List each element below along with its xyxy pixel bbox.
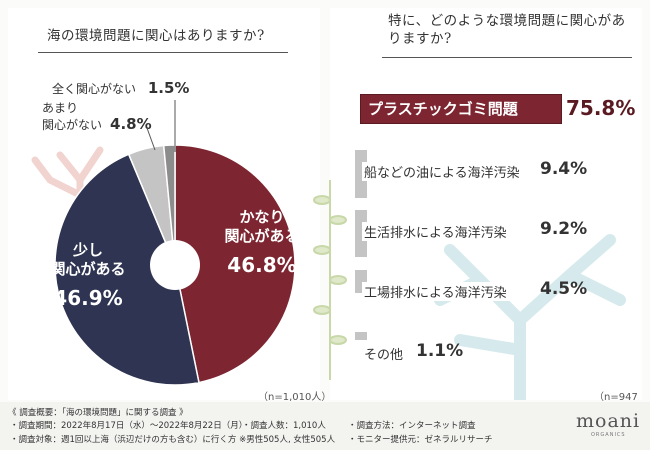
footer-heading: 《 調査概要：「海の環境問題」に関する調査 》	[8, 408, 188, 418]
bar-label-household-drainage: 生活排水による海洋汚染	[362, 222, 509, 241]
slice-label-somewhat-interested: 少し関心がある	[50, 241, 125, 278]
bar-title-rule	[382, 57, 632, 58]
bar-label-other: その他	[362, 344, 406, 363]
slice-value-none: 1.5%	[147, 79, 190, 97]
footer-period: ・調査期間：2022年8月17日（水）〜2022年8月22日（月）	[10, 421, 248, 431]
bar-value-household-drainage: 9.2%	[540, 219, 588, 239]
leader-lines	[146, 100, 176, 152]
footer-method: ・調査方法：インターネット調査	[348, 421, 476, 431]
right-panel	[330, 8, 642, 400]
bar-label-plastic: プラスチックゴミ問題	[368, 100, 518, 118]
pie-title-rule	[38, 52, 288, 53]
bar-label-oil: 船などの油による海洋汚染	[362, 162, 522, 181]
slice-value-somewhat-interested: 46.9%	[53, 286, 122, 310]
bar-household-drainage	[355, 210, 367, 257]
pie-chart-title: 海の環境問題に関心はありますか?	[47, 28, 265, 44]
footer-target: ・調査対象：週1回以上海（浜辺だけの方も含む）に行く方 ※男性505人, 女性5…	[10, 435, 336, 445]
slice-somewhat-interested	[54, 153, 200, 386]
moani-logo-sub: ORGANICS	[591, 432, 626, 438]
slice-label-very-interested: かなり関心がある	[224, 208, 299, 245]
pie-sample-size: （n=1,010人）	[258, 392, 332, 403]
bar-label-factory-drainage: 工場排水による海洋汚染	[362, 282, 509, 301]
bar-value-other: 1.1%	[416, 341, 464, 361]
seaweed-decoration	[313, 180, 347, 380]
bar-value-oil: 9.4%	[540, 159, 588, 179]
slice-very-interested	[174, 144, 296, 384]
pie-chart: かなり関心がある 46.8% 少し関心がある 46.9%	[50, 144, 299, 386]
coral-decoration-left	[31, 146, 119, 229]
slice-value-not-much: 4.8%	[110, 115, 152, 133]
slice-value-very-interested: 46.8%	[227, 253, 296, 277]
slice-label-not-much: あまり 関心がない 4.8%	[42, 101, 152, 133]
bar-plastic	[360, 94, 562, 124]
footer-provider: ・モニター提供元：ゼネラルリサーチ	[348, 435, 493, 445]
pie-center-hole	[150, 240, 200, 290]
moani-logo: moani	[576, 410, 641, 432]
survey-footer: 《 調査概要：「海の環境問題」に関する調査 》 ・調査期間：2022年8月17日…	[0, 402, 650, 450]
footer-respondents: ・調査人数：1,010人	[242, 421, 326, 431]
bar-value-factory-drainage: 4.5%	[540, 279, 588, 299]
bar-chart-title: 特に、どのような環境問題に関心がありますか?	[388, 13, 626, 47]
bar-value-plastic: 75.8%	[566, 96, 636, 120]
bar-other	[355, 332, 367, 340]
slice-label-none: 全く関心がない 1.5%	[52, 79, 190, 97]
